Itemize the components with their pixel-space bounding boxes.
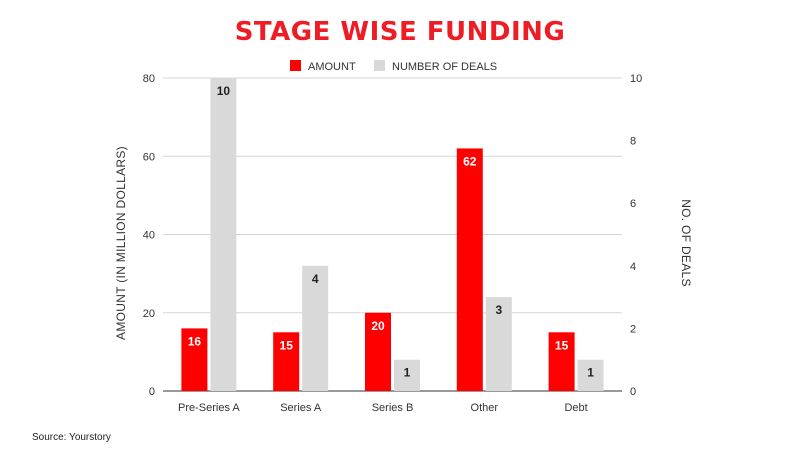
bar-amount	[273, 332, 300, 391]
legend-label: NUMBER OF DEALS	[392, 61, 497, 73]
left-axis-ticks: 0 20 40 60 80	[143, 73, 155, 398]
y2-tick-label: 0	[630, 386, 636, 398]
legend-swatch	[290, 60, 301, 71]
y-tick-label: 20	[143, 308, 155, 320]
x-category-label: Pre-Series A	[178, 402, 240, 414]
data-label: 1	[587, 366, 594, 380]
bar-amount	[181, 328, 208, 391]
bar-amount	[365, 312, 391, 391]
bar-deals	[577, 359, 604, 391]
bar-deals	[394, 359, 420, 391]
data-label: 16	[188, 334, 202, 348]
bar-deals	[302, 265, 329, 391]
source-note: Source: Yourstory	[32, 432, 111, 443]
legend: AMOUNT NUMBER OF DEALS	[290, 60, 497, 73]
bars: 16 10 15 4 20 1 62 3 15 1	[181, 78, 604, 391]
bar-amount	[456, 148, 483, 391]
y-tick-label: 60	[143, 151, 155, 163]
data-label: 15	[280, 338, 294, 352]
x-category-label: Series A	[280, 402, 322, 414]
chart-title: STAGE WISE FUNDING	[235, 17, 566, 47]
y2-tick-label: 4	[630, 261, 636, 273]
y-tick-label: 40	[143, 230, 155, 242]
gridlines	[163, 77, 622, 392]
y2-axis-label: NO. OF DEALS	[679, 199, 693, 287]
data-label: 20	[371, 319, 385, 333]
data-label: 1	[404, 366, 411, 380]
legend-label: AMOUNT	[308, 61, 356, 73]
bar-amount	[548, 332, 575, 391]
legend-swatch	[374, 60, 385, 71]
data-label: 3	[495, 303, 502, 317]
category-labels: Pre-Series A Series A Series B Other Debt	[178, 402, 588, 414]
data-label: 4	[312, 272, 319, 286]
y-tick-label: 0	[149, 386, 155, 398]
y-tick-label: 80	[143, 73, 155, 85]
x-category-label: Other	[471, 402, 499, 414]
y2-tick-label: 8	[630, 136, 636, 148]
bar-deals	[210, 78, 237, 391]
x-category-label: Debt	[564, 402, 587, 414]
bar-deals	[485, 297, 512, 391]
y2-tick-label: 2	[630, 323, 636, 335]
x-category-label: Series B	[372, 402, 414, 414]
y-axis-label: AMOUNT (IN MILLION DOLLARS)	[114, 146, 128, 340]
data-label: 10	[217, 84, 231, 98]
right-axis-ticks: 0 2 4 6 8 10	[630, 73, 642, 398]
data-label: 15	[555, 338, 569, 352]
y2-tick-label: 10	[630, 73, 642, 85]
data-label: 62	[463, 154, 477, 168]
y2-tick-label: 6	[630, 198, 636, 210]
